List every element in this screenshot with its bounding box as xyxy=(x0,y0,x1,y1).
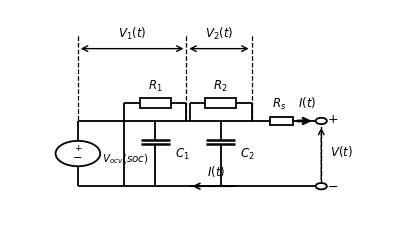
Circle shape xyxy=(316,183,327,189)
Text: $C_2$: $C_2$ xyxy=(240,147,255,163)
Circle shape xyxy=(316,118,327,124)
Text: $C_1$: $C_1$ xyxy=(175,147,190,163)
FancyBboxPatch shape xyxy=(205,98,236,108)
Text: +: + xyxy=(74,144,82,153)
Text: $V_1(t)$: $V_1(t)$ xyxy=(118,26,146,42)
FancyBboxPatch shape xyxy=(140,98,171,108)
Text: $V(t)$: $V(t)$ xyxy=(330,144,353,159)
Text: $R_1$: $R_1$ xyxy=(148,79,163,94)
Text: $V_2(t)$: $V_2(t)$ xyxy=(205,26,233,42)
Text: $V_{ocv}(soc)$: $V_{ocv}(soc)$ xyxy=(102,152,148,166)
Text: −: − xyxy=(328,180,338,194)
Text: $I(t)$: $I(t)$ xyxy=(298,95,316,110)
Text: $R_s$: $R_s$ xyxy=(272,97,286,112)
FancyBboxPatch shape xyxy=(270,117,293,125)
Text: $R_2$: $R_2$ xyxy=(213,79,228,94)
Text: $I(t)$: $I(t)$ xyxy=(207,164,225,179)
Text: +: + xyxy=(328,113,339,126)
Text: −: − xyxy=(73,153,82,163)
